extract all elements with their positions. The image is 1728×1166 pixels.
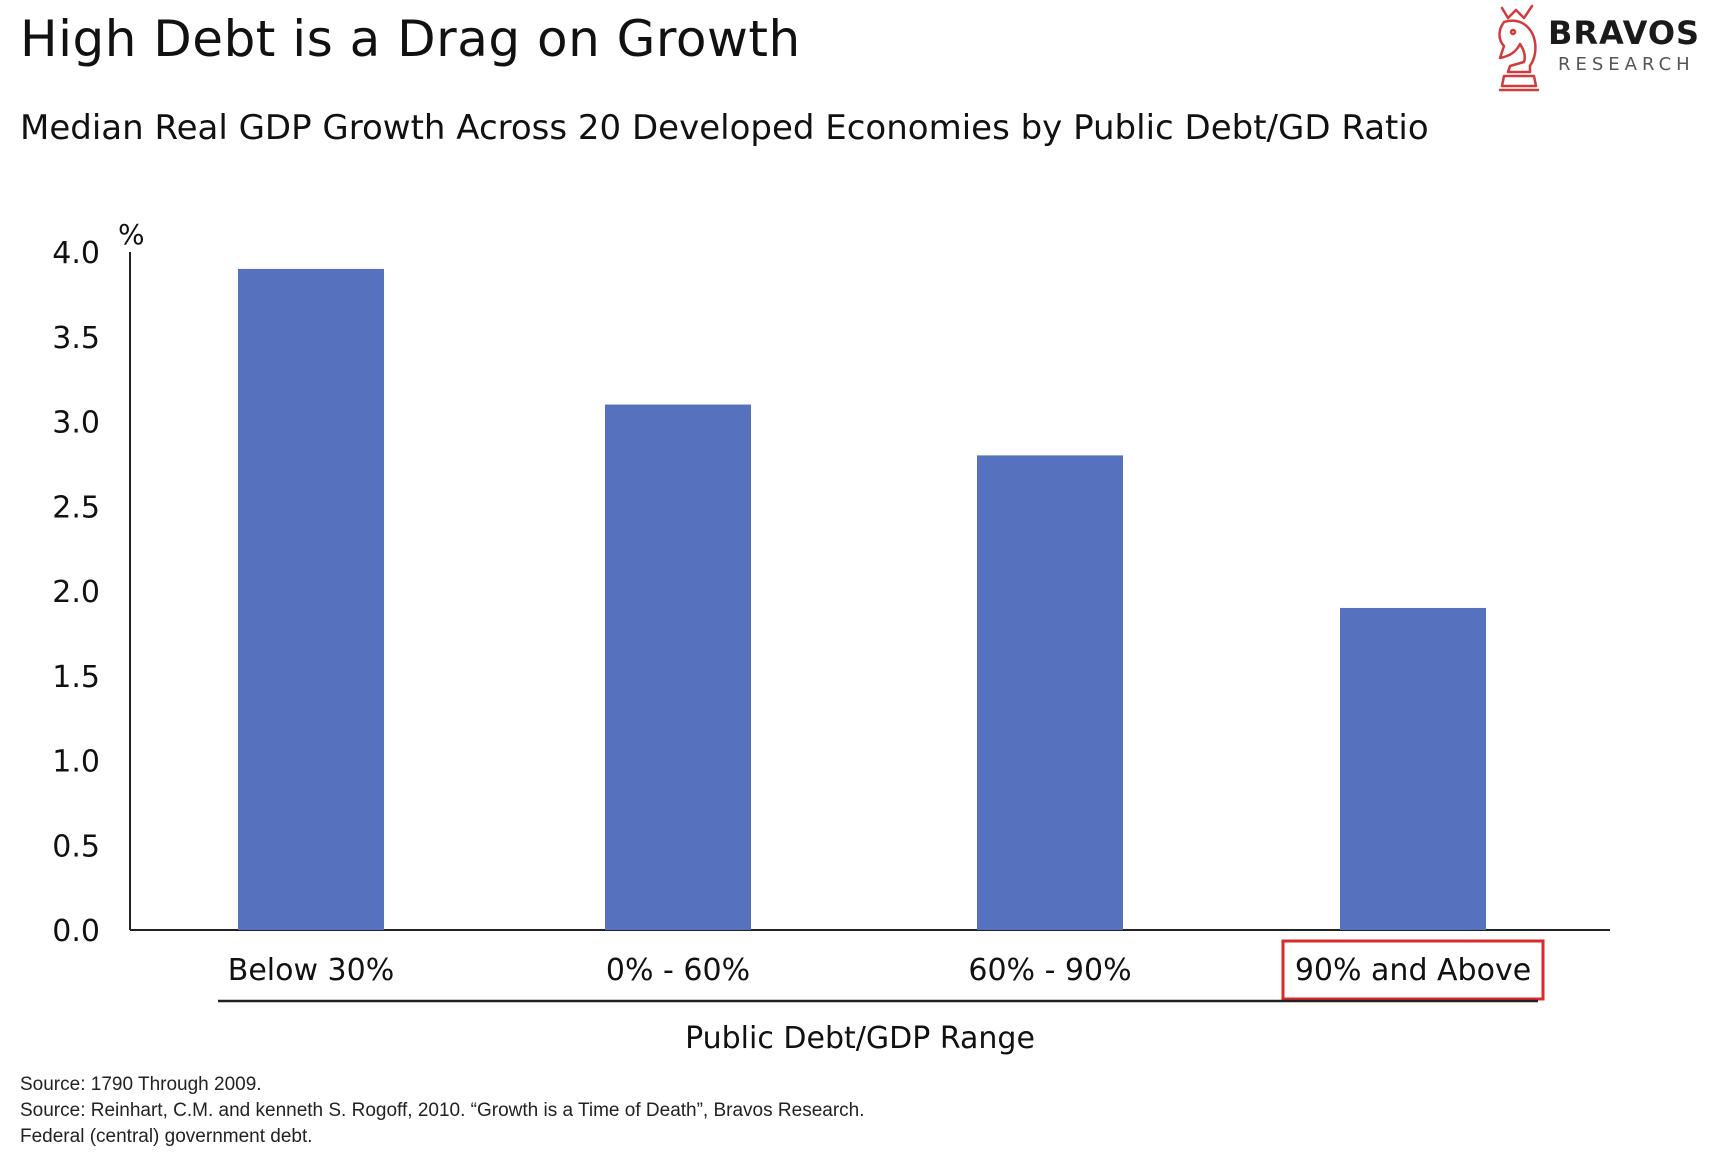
x-axis-label: Public Debt/GDP Range <box>685 1021 1035 1056</box>
y-tick-label: 1.5 <box>52 660 100 695</box>
brand-name: BRAVOS <box>1548 14 1701 52</box>
chart-title: High Debt is a Drag on Growth <box>20 10 801 68</box>
x-tick-label: 60% - 90% <box>968 953 1131 988</box>
chart-subtitle: Median Real GDP Growth Across 20 Develop… <box>20 108 1429 148</box>
footnote-line: Source: Reinhart, C.M. and kenneth S. Ro… <box>20 1100 865 1121</box>
bar <box>1340 607 1486 930</box>
knight-chess-piece-icon <box>1498 4 1540 92</box>
y-tick-label: 4.0 <box>52 236 100 271</box>
y-axis-label: % <box>118 218 145 251</box>
x-tick-label: 90% and Above <box>1295 953 1531 988</box>
y-tick-label: 3.0 <box>52 406 100 441</box>
y-tick-label: 0.0 <box>52 914 100 949</box>
y-tick-label: 1.0 <box>52 745 100 780</box>
y-tick-label: 3.5 <box>52 321 100 356</box>
y-tick-label: 2.0 <box>52 575 100 610</box>
x-tick-label: 0% - 60% <box>606 953 750 988</box>
bar <box>605 404 751 930</box>
footnote-line: Source: 1790 Through 2009. <box>20 1074 262 1095</box>
highlight-box <box>1281 939 1545 1001</box>
brand-subtitle: RESEARCH <box>1558 54 1695 75</box>
brand-logo: BRAVOS RESEARCH <box>1480 0 1720 95</box>
footnotes: Source: 1790 Through 2009. Source: Reinh… <box>20 1072 865 1150</box>
y-tick-label: 0.5 <box>52 829 100 864</box>
y-tick-label: 2.5 <box>52 490 100 525</box>
footnote-line: Federal (central) government debt. <box>20 1126 313 1147</box>
bar <box>977 455 1123 930</box>
x-tick-label: Below 30% <box>228 953 394 988</box>
bar <box>238 268 384 930</box>
